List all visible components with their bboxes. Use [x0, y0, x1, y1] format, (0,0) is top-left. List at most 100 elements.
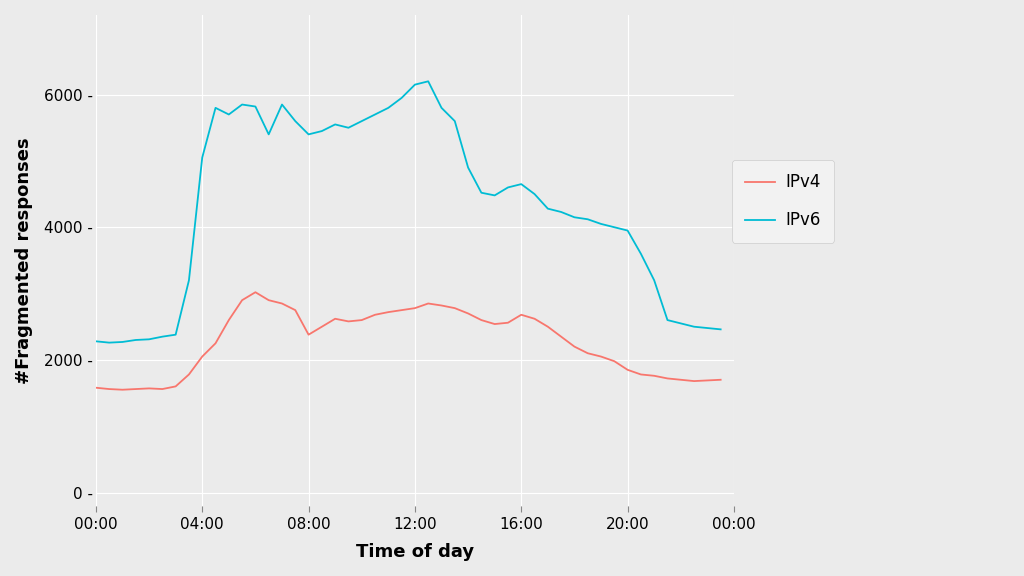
- IPv6: [542, 205, 554, 212]
- IPv6: [196, 154, 208, 161]
- IPv4: [275, 300, 288, 307]
- IPv4: [662, 375, 674, 382]
- IPv4: [701, 377, 714, 384]
- IPv6: [528, 191, 541, 198]
- IPv6: [117, 339, 129, 346]
- IPv4: [542, 323, 554, 330]
- IPv4: [143, 385, 156, 392]
- IPv4: [515, 311, 527, 318]
- IPv4: [395, 306, 408, 313]
- IPv6: [249, 103, 261, 110]
- IPv4: [249, 289, 261, 295]
- IPv6: [409, 81, 421, 88]
- IPv4: [355, 317, 368, 324]
- IPv4: [608, 358, 621, 365]
- Line: IPv6: IPv6: [96, 81, 721, 343]
- IPv4: [170, 383, 182, 390]
- IPv4: [688, 378, 700, 385]
- IPv4: [555, 333, 567, 340]
- IPv4: [117, 386, 129, 393]
- IPv4: [183, 371, 196, 378]
- Y-axis label: #Fragmented responses: #Fragmented responses: [15, 137, 33, 384]
- IPv4: [289, 306, 301, 313]
- IPv4: [528, 315, 541, 322]
- IPv6: [382, 104, 394, 111]
- IPv4: [715, 376, 727, 383]
- IPv4: [502, 319, 514, 326]
- IPv4: [595, 353, 607, 360]
- IPv4: [157, 385, 169, 392]
- IPv6: [236, 101, 248, 108]
- IPv4: [449, 305, 461, 312]
- IPv4: [315, 323, 328, 330]
- IPv4: [130, 385, 142, 392]
- IPv4: [222, 317, 234, 324]
- IPv4: [648, 372, 660, 379]
- IPv6: [262, 131, 274, 138]
- IPv6: [289, 118, 301, 124]
- Legend: IPv4, IPv6: IPv4, IPv6: [732, 160, 835, 243]
- IPv4: [342, 318, 354, 325]
- IPv6: [183, 277, 196, 284]
- IPv4: [103, 385, 116, 392]
- IPv6: [662, 317, 674, 324]
- IPv6: [435, 104, 447, 111]
- IPv4: [196, 353, 208, 360]
- IPv6: [568, 214, 581, 221]
- IPv6: [329, 121, 341, 128]
- IPv6: [209, 104, 221, 111]
- IPv4: [488, 321, 501, 328]
- IPv6: [515, 181, 527, 188]
- IPv4: [382, 309, 394, 316]
- IPv6: [170, 331, 182, 338]
- IPv4: [329, 315, 341, 322]
- IPv6: [502, 184, 514, 191]
- IPv4: [435, 302, 447, 309]
- IPv6: [342, 124, 354, 131]
- IPv6: [462, 164, 474, 171]
- IPv6: [608, 223, 621, 230]
- IPv4: [568, 343, 581, 350]
- IPv6: [355, 118, 368, 124]
- IPv6: [422, 78, 434, 85]
- IPv4: [302, 331, 314, 338]
- IPv6: [222, 111, 234, 118]
- Line: IPv4: IPv4: [96, 292, 721, 390]
- IPv6: [369, 111, 381, 118]
- IPv6: [475, 190, 487, 196]
- IPv4: [209, 340, 221, 347]
- IPv6: [143, 336, 156, 343]
- IPv6: [449, 118, 461, 124]
- IPv6: [622, 227, 634, 234]
- IPv6: [315, 128, 328, 135]
- IPv4: [622, 366, 634, 373]
- IPv6: [275, 101, 288, 108]
- IPv4: [475, 317, 487, 324]
- IPv6: [555, 209, 567, 215]
- IPv6: [103, 339, 116, 346]
- IPv6: [90, 338, 102, 345]
- IPv6: [157, 333, 169, 340]
- IPv4: [462, 310, 474, 317]
- IPv6: [701, 325, 714, 332]
- IPv4: [369, 311, 381, 318]
- IPv4: [262, 297, 274, 304]
- IPv4: [675, 376, 687, 383]
- IPv6: [648, 277, 660, 284]
- IPv4: [236, 297, 248, 304]
- IPv6: [582, 216, 594, 223]
- IPv4: [582, 350, 594, 357]
- IPv6: [488, 192, 501, 199]
- IPv4: [409, 305, 421, 312]
- IPv6: [675, 320, 687, 327]
- IPv6: [130, 336, 142, 343]
- IPv6: [715, 326, 727, 333]
- IPv4: [635, 371, 647, 378]
- IPv6: [395, 94, 408, 101]
- IPv4: [422, 300, 434, 307]
- IPv4: [90, 384, 102, 391]
- IPv6: [595, 221, 607, 228]
- IPv6: [688, 323, 700, 330]
- IPv6: [635, 251, 647, 257]
- X-axis label: Time of day: Time of day: [356, 543, 474, 561]
